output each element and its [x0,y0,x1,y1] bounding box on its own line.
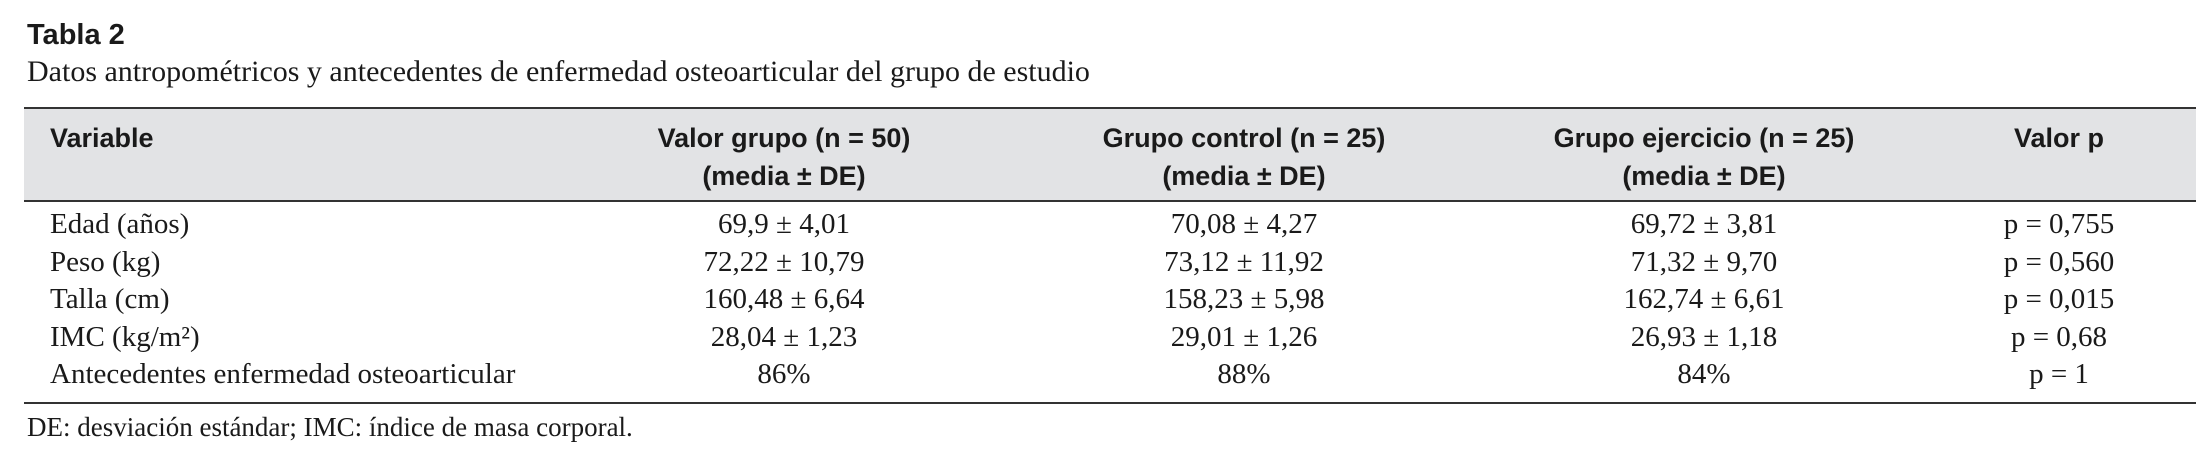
cell-valor-grupo: 86% [757,358,811,390]
header-valor-grupo-line2: (media ± DE) [702,161,866,191]
cell-grupo-ejercicio: 69,72 ± 3,81 [1630,208,1778,240]
data-table: Variable Valor grupo (n = 50) (media ± D… [24,107,2196,404]
cell-grupo-ejercicio: 84% [1677,358,1731,390]
cell-grupo-control: 70,08 ± 4,27 [1170,208,1318,240]
header-grupo-ejercicio-line1: Grupo ejercicio (n = 25) [1553,123,1855,153]
cell-variable: IMC (kg/m²) [50,320,200,353]
header-valor-grupo-line1: Valor grupo (n = 50) [657,123,911,153]
table-row: IMC (kg/m²) 28,04 ± 1,23 29,01 ± 1,26 26… [24,319,2196,357]
table-footnote: DE: desviación estándar; IMC: índice de … [27,412,633,442]
cell-grupo-control: 29,01 ± 1,26 [1170,320,1318,353]
cell-valor-p: p = 1 [2029,358,2089,390]
cell-valor-p: p = 0,560 [2003,245,2115,278]
table-row: Talla (cm) 160,48 ± 6,64 158,23 ± 5,98 1… [24,281,2196,319]
cell-valor-grupo: 69,9 ± 4,01 [718,208,850,240]
cell-valor-grupo: 160,48 ± 6,64 [703,283,865,315]
header-valor-grupo: Valor grupo (n = 50) (media ± DE) [584,119,984,195]
header-grupo-ejercicio-line2: (media ± DE) [1622,161,1786,191]
table-caption: Datos antropométricos y antecedentes de … [27,55,1090,88]
cell-grupo-ejercicio: 162,74 ± 6,61 [1623,283,1785,315]
header-variable-label: Variable [50,123,154,153]
cell-valor-p: p = 0,755 [2003,208,2115,240]
header-grupo-ejercicio: Grupo ejercicio (n = 25) (media ± DE) [1484,119,1924,195]
cell-grupo-ejercicio: 26,93 ± 1,18 [1630,320,1778,353]
cell-grupo-control: 88% [1217,358,1271,390]
header-grupo-control: Grupo control (n = 25) (media ± DE) [1024,119,1464,195]
header-grupo-control-line1: Grupo control (n = 25) [1102,123,1386,153]
cell-variable: Talla (cm) [50,283,170,315]
cell-valor-p: p = 0,015 [2003,283,2115,315]
cell-variable: Edad (años) [50,208,190,240]
table-body: Edad (años) 69,9 ± 4,01 70,08 ± 4,27 69,… [24,206,2196,394]
cell-grupo-control: 73,12 ± 11,92 [1164,245,1324,278]
header-valor-p-label: Valor p [2013,123,2105,153]
cell-valor-p: p = 0,68 [2010,320,2108,353]
header-variable: Variable [50,119,154,157]
table-row: Edad (años) 69,9 ± 4,01 70,08 ± 4,27 69,… [24,206,2196,244]
cell-valor-grupo: 28,04 ± 1,23 [710,320,858,353]
header-grupo-control-line2: (media ± DE) [1162,161,1326,191]
table-row: Antecedentes enfermedad osteoarticular 8… [24,356,2196,394]
cell-grupo-ejercicio: 71,32 ± 9,70 [1630,245,1778,278]
cell-grupo-control: 158,23 ± 5,98 [1163,283,1325,315]
cell-variable: Antecedentes enfermedad osteoarticular [50,358,516,390]
header-valor-p: Valor p [1924,119,2194,157]
cell-valor-grupo: 72,22 ± 10,79 [703,245,865,278]
cell-variable: Peso (kg) [50,245,161,278]
table-label: Tabla 2 [27,19,125,51]
table-header: Variable Valor grupo (n = 50) (media ± D… [24,109,2196,202]
table-row: Peso (kg) 72,22 ± 10,79 73,12 ± 11,92 71… [24,244,2196,282]
